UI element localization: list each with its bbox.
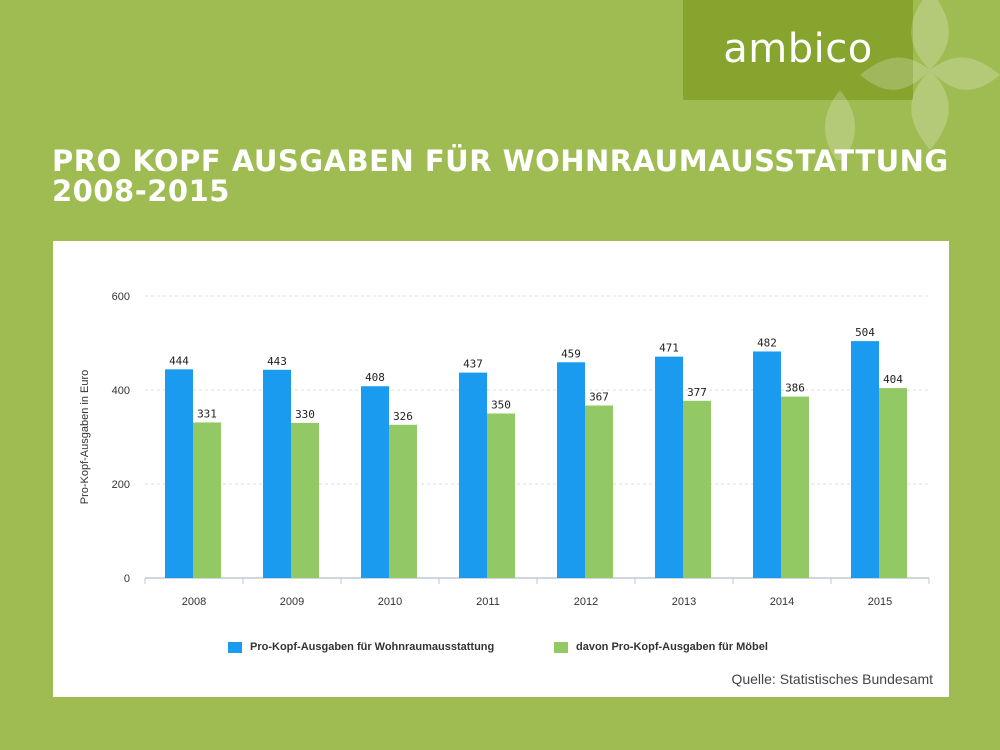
data-label: 386 [785,382,805,395]
data-label: 330 [295,408,315,421]
x-tick-label: 2010 [378,596,402,608]
bar-wohnraum [557,362,585,578]
chart-legend: Pro-Kopf-Ausgaben für Wohnraumausstattun… [228,641,928,661]
data-label: 504 [855,326,875,339]
data-label: 377 [687,386,707,399]
leaf-shape [860,57,930,90]
data-label: 408 [365,371,385,384]
bar-moebel [781,396,809,578]
data-label: 471 [659,342,679,355]
title-line-2: 2008-2015 [52,174,230,208]
bar-wohnraum [655,356,683,578]
x-tick-label: 2015 [868,596,892,608]
legend-swatch-blue [228,641,242,653]
bar-wohnraum [851,341,879,578]
legend-label-moebel: davon Pro-Kopf-Ausgaben für Möbel [576,641,768,653]
title-line-1: Pro Kopf Ausgaben für Wohnraumausstattun… [52,144,949,178]
data-label: 326 [393,410,413,423]
x-tick-label: 2014 [770,596,794,608]
bar-moebel [585,405,613,578]
x-tick-label: 2008 [182,596,206,608]
y-tick-label: 200 [112,479,130,491]
y-tick-label: 400 [112,385,130,397]
y-tick-label: 0 [124,573,130,585]
x-tick-label: 2009 [280,596,304,608]
data-label: 482 [757,336,777,349]
x-tick-label: 2012 [574,596,598,608]
bar-wohnraum [361,386,389,578]
decorative-leaves [825,0,1000,160]
data-label: 331 [197,407,217,420]
bar-moebel [879,388,907,578]
data-label: 459 [561,347,581,360]
legend-item-moebel: davon Pro-Kopf-Ausgaben für Möbel [554,641,768,653]
y-tick-label: 600 [112,291,130,303]
legend-item-wohnraum: Pro-Kopf-Ausgaben für Wohnraumausstattun… [228,641,494,653]
data-label: 443 [267,355,287,368]
logo: ambico [683,0,913,100]
data-label: 350 [491,399,511,412]
bar-wohnraum [459,372,487,578]
legend-swatch-green [554,641,568,653]
bar-moebel [193,422,221,578]
data-label: 437 [463,358,483,371]
bar-moebel [683,400,711,578]
bar-wohnraum [753,351,781,578]
leaf-shape [911,0,949,70]
leaf-shape [825,90,855,160]
chart-panel: 0 200 400 600 Pro-Kopf-Ausgaben in Euro 2008 4… [53,241,949,697]
y-axis-label: Pro-Kopf-Ausgaben in Euro [79,370,91,505]
bar-chart: 0 200 400 600 Pro-Kopf-Ausgaben in Euro 2008 4… [79,291,930,608]
leaf-shape [911,70,949,150]
bar-moebel [291,422,319,578]
data-label: 367 [589,391,609,404]
x-tick-label: 2013 [672,596,696,608]
bar-moebel [487,413,515,578]
logo-text: ambico [723,26,873,72]
source-note: Quelle: Statistisches Bundesamt [731,671,933,687]
bar-moebel [389,424,417,578]
leaf-shape [930,57,1000,90]
data-label: 404 [883,373,903,386]
bar-wohnraum [263,369,291,578]
bar-wohnraum [165,369,193,578]
page-title: Pro Kopf Ausgaben für Wohnraumausstattun… [52,146,949,206]
legend-label-wohnraum: Pro-Kopf-Ausgaben für Wohnraumausstattun… [250,641,495,653]
x-tick-label: 2011 [476,596,500,608]
data-label: 444 [169,354,189,367]
